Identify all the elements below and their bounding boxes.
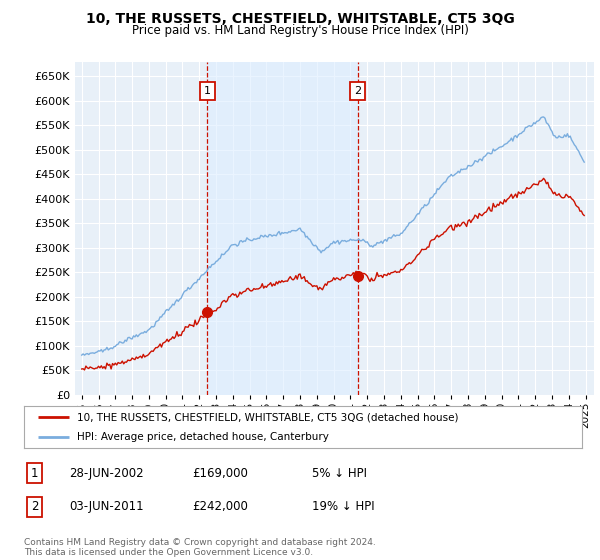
- Text: 2: 2: [31, 500, 38, 514]
- Text: 19% ↓ HPI: 19% ↓ HPI: [312, 500, 374, 514]
- Text: 5% ↓ HPI: 5% ↓ HPI: [312, 466, 367, 480]
- Text: HPI: Average price, detached house, Canterbury: HPI: Average price, detached house, Cant…: [77, 432, 329, 442]
- Text: Contains HM Land Registry data © Crown copyright and database right 2024.
This d: Contains HM Land Registry data © Crown c…: [24, 538, 376, 557]
- Bar: [208, 62, 358, 395]
- Text: 10, THE RUSSETS, CHESTFIELD, WHITSTABLE, CT5 3QG (detached house): 10, THE RUSSETS, CHESTFIELD, WHITSTABLE,…: [77, 412, 458, 422]
- Text: 10, THE RUSSETS, CHESTFIELD, WHITSTABLE, CT5 3QG: 10, THE RUSSETS, CHESTFIELD, WHITSTABLE,…: [86, 12, 514, 26]
- Text: 1: 1: [204, 86, 211, 96]
- Text: £242,000: £242,000: [192, 500, 248, 514]
- Text: 03-JUN-2011: 03-JUN-2011: [69, 500, 143, 514]
- Text: Price paid vs. HM Land Registry's House Price Index (HPI): Price paid vs. HM Land Registry's House …: [131, 24, 469, 36]
- Text: 28-JUN-2002: 28-JUN-2002: [69, 466, 143, 480]
- Text: 1: 1: [31, 466, 38, 480]
- Text: £169,000: £169,000: [192, 466, 248, 480]
- Text: 2: 2: [354, 86, 361, 96]
